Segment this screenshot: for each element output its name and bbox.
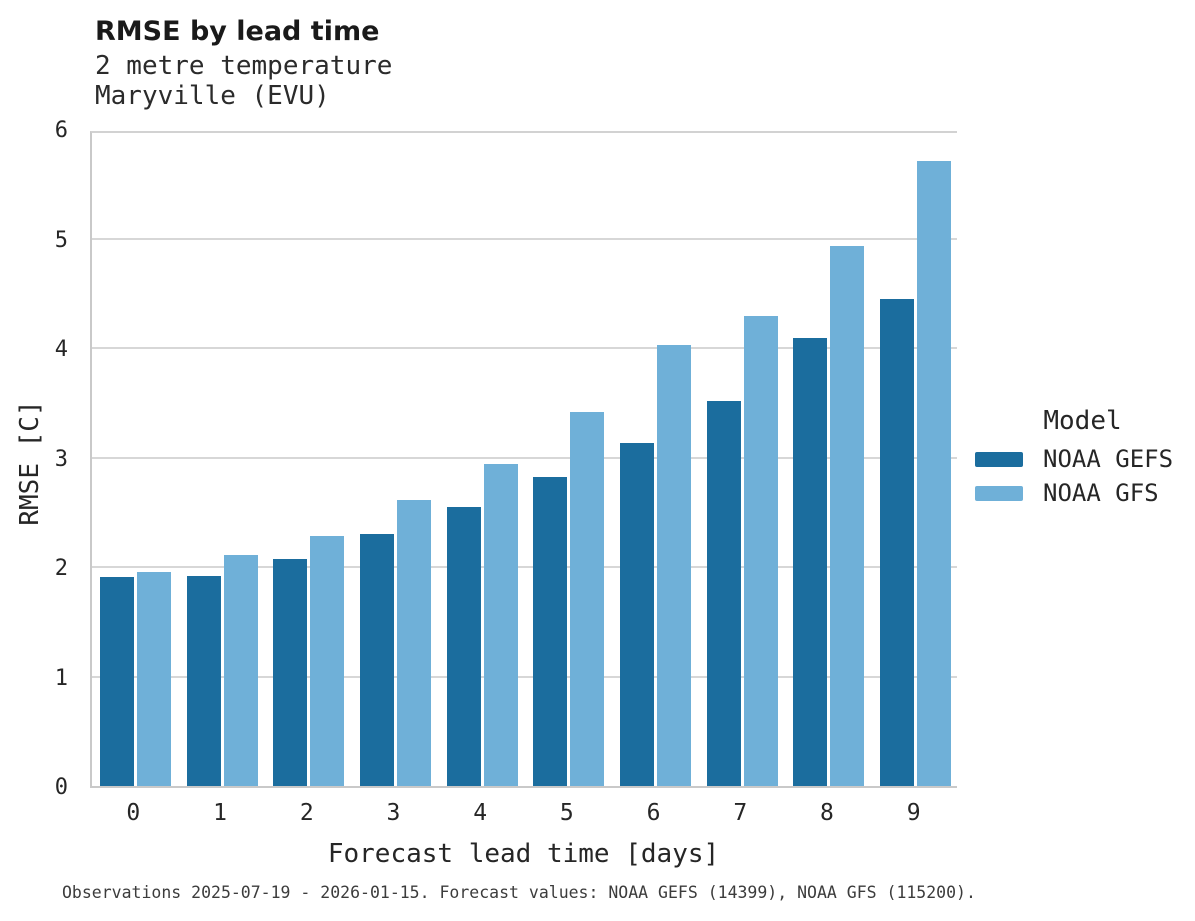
chart-subtitle-variable: 2 metre temperature xyxy=(95,51,393,81)
gridline-y-1 xyxy=(92,675,957,678)
gridline-y-2 xyxy=(92,566,957,568)
y-tick-label-2: 2 xyxy=(54,556,68,581)
x-tick-label-5: 5 xyxy=(559,800,574,826)
y-tick-label-3: 3 xyxy=(54,446,68,472)
x-tick-label-6: 6 xyxy=(646,800,661,826)
bar-noaa-gefs-lead-9 xyxy=(880,298,915,786)
bar-noaa-gefs-lead-2 xyxy=(273,559,308,786)
x-tick-label-8: 8 xyxy=(820,800,834,826)
legend-items: NOAA GEFS NOAA GFS xyxy=(975,442,1190,510)
bar-noaa-gefs-lead-8 xyxy=(793,338,828,786)
bar-noaa-gefs-lead-0 xyxy=(99,576,134,786)
bar-noaa-gfs-lead-1 xyxy=(223,554,258,786)
x-tick-label-4: 4 xyxy=(473,800,488,826)
bar-noaa-gefs-lead-7 xyxy=(706,400,741,786)
legend-swatch-noaa-gefs xyxy=(975,451,1023,467)
x-axis-title: Forecast lead time [days] xyxy=(327,839,720,869)
legend-item-noaa-gfs: NOAA GFS xyxy=(975,476,1190,510)
chart-title: RMSE by lead time xyxy=(95,16,380,47)
legend-title: Model xyxy=(1043,406,1122,436)
bar-noaa-gfs-lead-0 xyxy=(136,572,171,786)
legend-swatch-noaa-gfs xyxy=(975,485,1023,501)
legend: Model NOAA GEFS NOAA GFS xyxy=(975,405,1190,510)
y-tick-label-0: 0 xyxy=(54,775,68,800)
x-tick-label-2: 2 xyxy=(299,800,314,826)
chart-subtitle-location: Maryville (EVU) xyxy=(95,81,330,111)
footer-caption: Observations 2025-07-19 - 2026-01-15. Fo… xyxy=(62,883,976,902)
x-tick-label-0: 0 xyxy=(126,800,141,826)
x-tick-label-9: 9 xyxy=(906,800,921,826)
bar-noaa-gefs-lead-4 xyxy=(446,506,481,786)
y-tick-label-5: 5 xyxy=(54,227,68,253)
x-tick-label-1: 1 xyxy=(213,800,227,826)
bar-noaa-gefs-lead-6 xyxy=(620,443,655,786)
legend-item-noaa-gefs: NOAA GEFS xyxy=(975,442,1190,476)
legend-label-noaa-gefs: NOAA GEFS xyxy=(1043,445,1174,473)
bar-noaa-gfs-lead-5 xyxy=(570,411,605,786)
bar-noaa-gfs-lead-7 xyxy=(743,316,778,786)
bar-noaa-gfs-lead-8 xyxy=(830,246,865,786)
y-tick-label-1: 1 xyxy=(54,665,68,691)
bar-noaa-gfs-lead-3 xyxy=(396,500,431,786)
bar-noaa-gefs-lead-5 xyxy=(533,477,568,786)
bar-noaa-gfs-lead-4 xyxy=(483,464,518,786)
gridline-y-5 xyxy=(92,237,957,240)
x-tick-label-3: 3 xyxy=(386,800,401,826)
y-tick-label-4: 4 xyxy=(54,337,68,362)
plot-area xyxy=(90,131,957,788)
bar-noaa-gfs-lead-6 xyxy=(657,344,692,786)
gridline-y-3 xyxy=(92,456,957,459)
legend-label-noaa-gfs: NOAA GFS xyxy=(1043,479,1159,507)
bar-noaa-gefs-lead-3 xyxy=(359,534,394,786)
gridline-y-4 xyxy=(92,347,957,349)
bar-noaa-gfs-lead-2 xyxy=(310,536,345,786)
x-tick-label-7: 7 xyxy=(733,800,748,826)
bar-noaa-gfs-lead-9 xyxy=(917,160,952,786)
bar-noaa-gefs-lead-1 xyxy=(186,575,221,786)
y-tick-label-6: 6 xyxy=(54,118,68,143)
